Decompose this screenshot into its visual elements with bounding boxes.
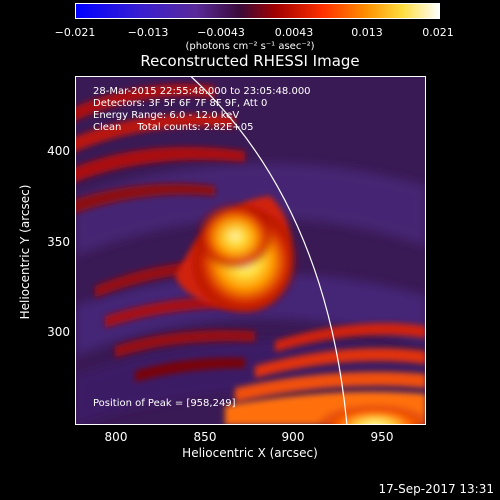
x-tick-label: 900	[281, 430, 305, 444]
x-tick-label: 850	[193, 430, 217, 444]
colorbar-tick-label: 0.021	[422, 26, 454, 39]
y-tick-label: 400	[47, 144, 70, 158]
colorbar	[75, 3, 440, 19]
rhessi-image	[75, 76, 426, 425]
y-axis-label: Heliocentric Y (arcsec)	[18, 184, 32, 320]
x-tick-label: 800	[104, 430, 128, 444]
plot-frame	[75, 76, 426, 425]
annotation-energy-range: Energy Range: 6.0 - 12.0 keV	[93, 110, 240, 121]
y-tick-label: 300	[47, 325, 70, 339]
annotation-total-counts: Clean Total counts: 2.82E+05	[93, 122, 254, 133]
y-tick-label: 350	[47, 235, 70, 249]
colorbar-tick-label: −0.013	[127, 26, 169, 39]
colorbar-tick-label: 0.013	[351, 26, 383, 39]
colorbar-unit-label: (photons cm⁻² s⁻¹ asec⁻²)	[185, 41, 315, 52]
x-tick-label: 950	[370, 430, 394, 444]
colorbar-tick-label: −0.021	[54, 26, 96, 39]
colorbar-tick-label: −0.0043	[197, 26, 245, 39]
generation-date: 17-Sep-2017 13:31	[378, 482, 494, 496]
x-axis-label: Heliocentric X (arcsec)	[182, 446, 318, 460]
peak-position-label: Position of Peak = [958,249]	[93, 398, 236, 409]
colorbar-tick-label: 0.0043	[274, 26, 314, 39]
annotation-time-range: 28-Mar-2015 22:55:48.000 to 23:05:48.000	[93, 86, 311, 97]
plot-title: Reconstructed RHESSI Image	[140, 52, 360, 70]
annotation-detectors: Detectors: 3F 5F 6F 7F 8F 9F, Att 0	[93, 98, 268, 109]
